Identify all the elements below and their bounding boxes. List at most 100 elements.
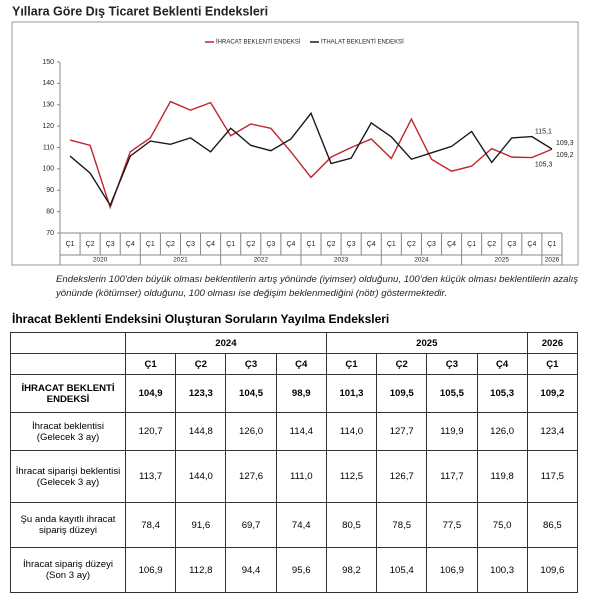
value-label: 109,2 (556, 152, 574, 159)
quarter-cell: Ç3 (426, 353, 478, 375)
data-row: İhracat siparişi beklentisi (Gelecek 3 a… (10, 450, 579, 503)
value-cell: 105,5 (426, 374, 478, 413)
value-label: 105,3 (535, 161, 553, 168)
chart-frame (11, 21, 579, 266)
year-label: 2026 (545, 257, 560, 264)
x-tick-label: Ç1 (547, 241, 556, 248)
y-tick-label: 120 (42, 123, 54, 130)
y-tick-label: 140 (42, 80, 54, 87)
value-cell: 106,9 (124, 547, 177, 593)
value-cell: 105,4 (376, 547, 428, 593)
y-tick-label: 90 (46, 187, 54, 194)
value-cell: 109,5 (376, 374, 428, 413)
value-cell: 104,9 (124, 374, 177, 413)
value-cell: 114,0 (325, 412, 378, 451)
value-label: 109,3 (556, 140, 574, 147)
value-cell: 104,5 (225, 374, 277, 413)
quarter-cell: Ç2 (376, 353, 428, 375)
data-row: İHRACAT BEKLENTİ ENDEKSİ 104,9 123,3 104,5 9… (10, 374, 579, 413)
note: Endekslerin 100’den büyük olması beklent… (56, 274, 579, 299)
value-cell: 126,7 (376, 450, 428, 503)
header-cell (10, 353, 126, 375)
header-cell (10, 332, 126, 354)
row-label: Şu anda kayıtlı ihracat sipariş düzeyi (10, 502, 126, 548)
row-label: İhracat sipariş düzeyi (Son 3 ay) (10, 547, 126, 593)
value-cell: 144,0 (175, 450, 227, 503)
x-tick-label: Ç4 (367, 241, 376, 248)
series-line (69, 100, 553, 210)
quarter-cell: Ç1 (526, 353, 579, 375)
value-cell: 101,3 (325, 374, 378, 413)
value-cell: 86,5 (526, 502, 579, 548)
chart-title: Yıllara Göre Dış Ticaret Beklenti Endeks… (12, 4, 268, 18)
value-cell: 144,8 (175, 412, 227, 451)
year-label: 2023 (334, 257, 349, 264)
value-cell: 94,4 (225, 547, 277, 593)
row-label: İhracat siparişi beklentisi (Gelecek 3 a… (10, 450, 126, 503)
table-title: İhracat Beklenti Endeksini Oluşturan Sor… (12, 312, 390, 326)
x-tick-label: Ç2 (487, 241, 496, 248)
x-tick-label: Ç1 (146, 241, 155, 248)
value-label: 115,1 (535, 128, 552, 135)
value-cell: 109,2 (526, 374, 579, 413)
quarter-cell: Ç4 (275, 353, 327, 375)
value-cell: 78,4 (124, 502, 177, 548)
value-cell: 127,6 (225, 450, 277, 503)
value-cell: 114,4 (275, 412, 327, 451)
value-cell: 74,4 (275, 502, 327, 548)
value-cell: 77,5 (426, 502, 478, 548)
x-tick-label: Ç3 (507, 241, 516, 248)
quarter-cell: Ç1 (124, 353, 177, 375)
quarter-cell: Ç1 (325, 353, 378, 375)
value-cell: 113,7 (124, 450, 177, 503)
x-tick-label: Ç3 (106, 241, 115, 248)
value-cell: 126,0 (225, 412, 277, 451)
value-cell: 98,9 (275, 374, 327, 413)
x-tick-label: Ç1 (307, 241, 316, 248)
value-cell: 78,5 (376, 502, 428, 548)
table: 2024 2025 2026 Ç1 Ç2 Ç3 Ç4 Ç1 Ç2 Ç3 Ç4 Ç1 İHRACAT BE… (10, 332, 579, 593)
year-label: 2024 (414, 257, 429, 264)
value-cell: 80,5 (325, 502, 378, 548)
x-tick-label: Ç1 (387, 241, 396, 248)
value-cell: 119,9 (426, 412, 478, 451)
value-cell: 95,6 (275, 547, 327, 593)
year-label: 2020 (93, 257, 108, 264)
data-row: İhracat sipariş düzeyi (Son 3 ay) 106,9 11… (10, 547, 579, 593)
value-cell: 127,7 (376, 412, 428, 451)
value-cell: 98,2 (325, 547, 378, 593)
y-tick-label: 100 (42, 166, 54, 173)
legend-label: İHRACAT BEKLENTİ ENDEKSİ (216, 39, 301, 46)
y-tick-label: 110 (43, 144, 54, 151)
year-cell: 2024 (125, 332, 327, 354)
value-cell: 123,4 (526, 412, 579, 451)
value-cell: 117,7 (426, 450, 478, 503)
x-tick-label: Ç3 (266, 241, 275, 248)
header-row: 2024 2025 2026 (10, 332, 579, 354)
value-cell: 126,0 (476, 412, 528, 451)
value-cell: 106,9 (426, 547, 478, 593)
quarter-cell: Ç3 (225, 353, 277, 375)
y-tick-label: 70 (46, 230, 54, 237)
x-tick-label: Ç2 (407, 241, 416, 248)
x-tick-label: Ç4 (527, 241, 536, 248)
row-label: İHRACAT BEKLENTİ ENDEKSİ (10, 374, 126, 413)
x-tick-label: Ç2 (86, 241, 95, 248)
year-cell: 2026 (526, 332, 579, 354)
y-tick-label: 130 (42, 102, 54, 109)
value-cell: 75,0 (476, 502, 528, 548)
year-cell: 2025 (325, 332, 528, 354)
year-label: 2021 (173, 257, 188, 264)
x-tick-label: Ç1 (66, 241, 75, 248)
x-tick-label: Ç1 (226, 241, 235, 248)
x-tick-label: Ç3 (347, 241, 356, 248)
y-tick-label: 80 (46, 208, 54, 215)
x-tick-label: Ç4 (206, 241, 215, 248)
x-tick-label: Ç1 (467, 241, 476, 248)
value-cell: 112,8 (175, 547, 227, 593)
value-cell: 109,6 (526, 547, 579, 593)
x-tick-label: Ç4 (447, 241, 456, 248)
value-cell: 91,6 (175, 502, 227, 548)
value-cell: 117,5 (526, 450, 579, 503)
